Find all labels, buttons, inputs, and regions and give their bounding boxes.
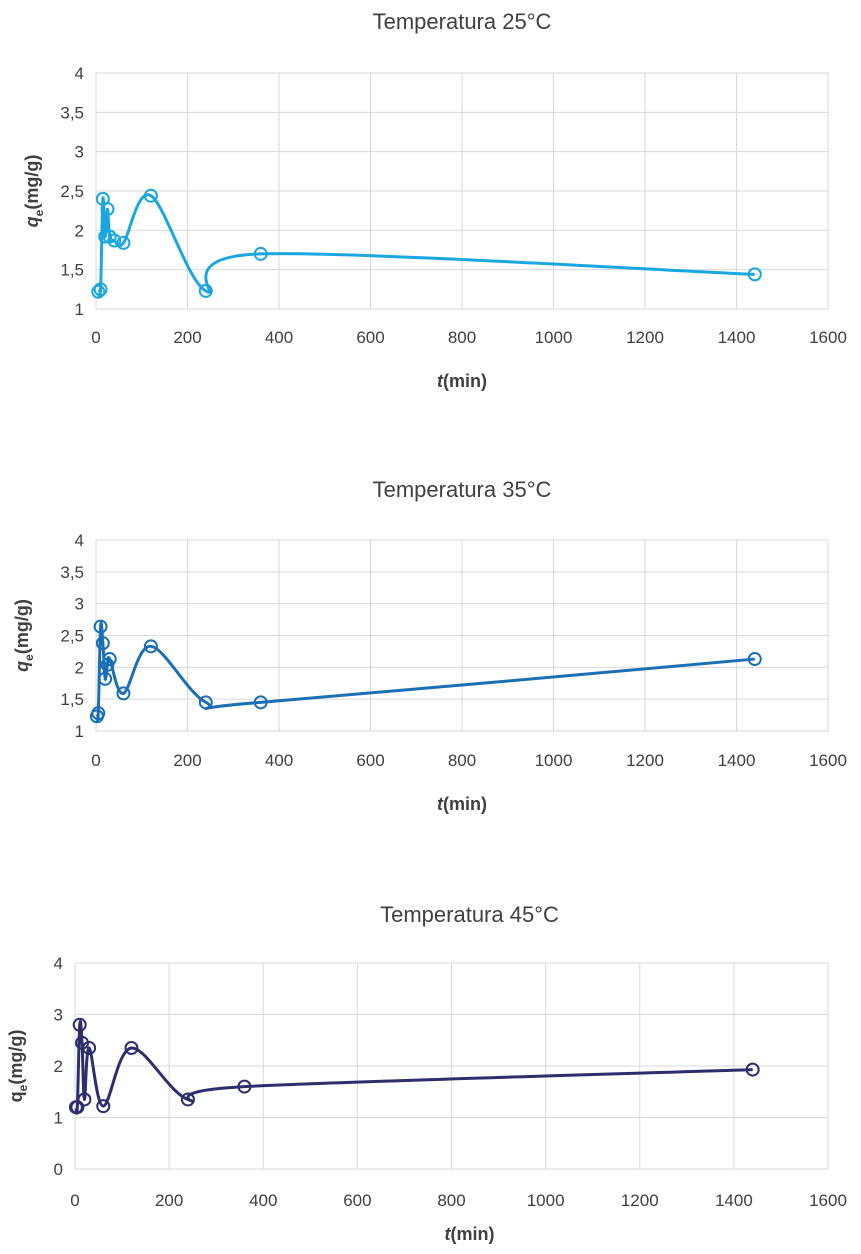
data-point (93, 619, 108, 634)
y-tick-label: 1,5 (60, 690, 84, 709)
series-line (95, 621, 755, 723)
data-point (95, 636, 110, 651)
data-point (747, 652, 762, 667)
data-point (116, 686, 131, 701)
x-tick-label: 800 (448, 328, 476, 347)
x-tick-label: 600 (356, 751, 384, 770)
chart-title: Temperatura 35°C (373, 477, 552, 502)
data-point (747, 267, 762, 282)
y-tick-label: 0 (54, 1160, 63, 1179)
data-point (82, 1040, 97, 1055)
data-point (93, 282, 108, 297)
y-tick-label: 3,5 (60, 563, 84, 582)
x-axis-label: t(min) (437, 794, 487, 814)
x-tick-label: 1400 (715, 1191, 753, 1210)
y-tick-label: 2 (54, 1057, 63, 1076)
plot-area (95, 72, 829, 310)
data-point (143, 639, 158, 654)
data-point (96, 1099, 111, 1114)
y-tick-label: 4 (75, 531, 84, 550)
x-tick-label: 1600 (809, 328, 847, 347)
y-axis-label: qe(mg/g) (6, 1030, 30, 1103)
chart-temperatura-25: Temperatura 25°C 1 1,5 2 2,5 3 3,5 4 0 200 400 600 8… (22, 9, 847, 391)
data-point (237, 1079, 252, 1094)
data-point (102, 652, 117, 667)
y-tick-label: 3 (75, 143, 84, 162)
data-point (198, 695, 213, 710)
data-point (253, 246, 268, 261)
series-line (96, 193, 755, 299)
data-point (70, 1100, 85, 1115)
y-tick-label: 1 (75, 722, 84, 741)
x-tick-label: 1200 (621, 1191, 659, 1210)
y-axis-label: qe(mg/g) (12, 599, 36, 672)
y-tick-label: 2 (75, 221, 84, 240)
data-point (198, 283, 213, 298)
x-tick-label: 1000 (535, 751, 573, 770)
x-tick-label: 1200 (626, 751, 664, 770)
y-tick-label: 1,5 (60, 261, 84, 280)
y-tick-label: 4 (75, 64, 84, 83)
data-point (100, 202, 115, 217)
x-tick-label: 1400 (718, 751, 756, 770)
y-tick-label: 1 (75, 300, 84, 319)
data-point (91, 706, 106, 721)
x-tick-label: 600 (343, 1191, 371, 1210)
y-tick-label: 3 (54, 1006, 63, 1025)
y-tick-label: 2,5 (60, 182, 84, 201)
chart-title: Temperatura 25°C (373, 9, 552, 34)
y-axis-label: qe(mg/g) (22, 155, 46, 228)
chart-temperatura-45: Temperatura 45°C 0 1 2 3 4 0 200 400 600 800 1000 12… (6, 902, 847, 1244)
x-axis-label: t(min) (437, 371, 487, 391)
y-tick-label: 1 (54, 1109, 63, 1128)
x-tick-label: 200 (173, 328, 201, 347)
x-tick-label: 800 (448, 751, 476, 770)
x-tick-label: 200 (155, 1191, 183, 1210)
data-point (72, 1017, 87, 1032)
data-point (107, 233, 122, 248)
chart-temperatura-35: Temperatura 35°C 1 1,5 2 2,5 3 3,5 4 0 200 400 600 8… (12, 477, 847, 814)
x-tick-label: 400 (265, 328, 293, 347)
x-tick-label: 800 (437, 1191, 465, 1210)
plot-area (95, 539, 829, 732)
series-line (74, 1019, 753, 1115)
y-tick-label: 3,5 (60, 103, 84, 122)
x-tick-label: 1000 (535, 328, 573, 347)
x-axis-label: t(min) (445, 1224, 495, 1244)
y-tick-label: 2 (75, 658, 84, 677)
x-tick-label: 200 (173, 751, 201, 770)
x-tick-label: 1200 (626, 328, 664, 347)
plot-area (74, 962, 829, 1170)
data-point (253, 695, 268, 710)
chart-title: Temperatura 45°C (380, 902, 559, 927)
data-point (91, 284, 106, 299)
data-point (124, 1040, 139, 1055)
data-point (180, 1092, 195, 1107)
x-tick-label: 1000 (527, 1191, 565, 1210)
data-point (745, 1062, 760, 1077)
y-tick-label: 4 (54, 954, 63, 973)
data-point (143, 188, 158, 203)
x-tick-label: 1600 (809, 1191, 847, 1210)
x-tick-label: 0 (91, 328, 100, 347)
data-point (116, 235, 131, 250)
y-tick-label: 3 (75, 595, 84, 614)
x-tick-label: 400 (249, 1191, 277, 1210)
x-tick-label: 600 (356, 328, 384, 347)
x-tick-label: 0 (70, 1191, 79, 1210)
x-tick-label: 1400 (718, 328, 756, 347)
data-point (98, 671, 113, 686)
data-point (77, 1092, 92, 1107)
x-tick-label: 400 (265, 751, 293, 770)
x-tick-label: 0 (91, 751, 100, 770)
x-tick-label: 1600 (809, 751, 847, 770)
y-tick-label: 2,5 (60, 627, 84, 646)
